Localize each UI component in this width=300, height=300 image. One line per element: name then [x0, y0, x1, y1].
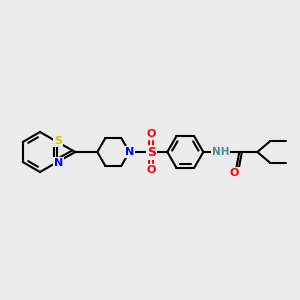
Text: S: S — [54, 136, 62, 146]
Text: S: S — [147, 146, 156, 158]
Text: O: O — [230, 168, 239, 178]
Text: N: N — [54, 158, 63, 168]
Text: N: N — [125, 147, 134, 157]
Text: O: O — [147, 165, 156, 175]
Text: O: O — [147, 129, 156, 139]
Text: NH: NH — [212, 147, 229, 157]
